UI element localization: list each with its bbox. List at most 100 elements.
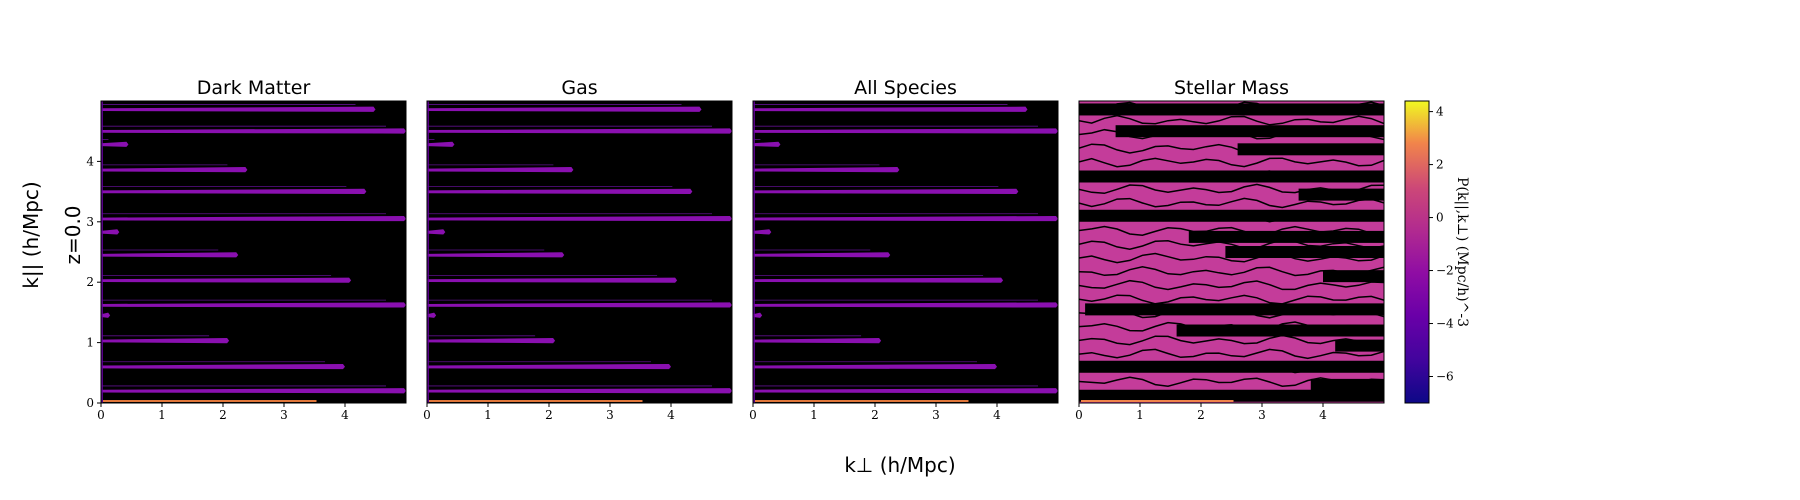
x-axis-label: k⊥ (h/Mpc) [844, 453, 955, 477]
panel-title: All Species [854, 77, 957, 99]
heatmap-streak [101, 229, 120, 235]
panel-title: Dark Matter [197, 77, 311, 99]
contour-band [1310, 378, 1384, 391]
colorbar: −6 −4 −2 0 2 4 P(k||,k⊥) (Mpc/h)^-3 [1404, 100, 1470, 404]
x-tick-label: 3 [932, 408, 940, 422]
heatmap-streak [427, 312, 437, 318]
y-tick-label: 2 [86, 275, 94, 289]
x-tick-label: 0 [423, 408, 431, 422]
heatmap-streak [427, 128, 732, 134]
heatmap-area [753, 101, 1058, 403]
heatmap-background [753, 101, 1058, 403]
heatmap-streak [427, 363, 671, 370]
heatmap-streak [753, 363, 997, 370]
heatmap-streak [101, 312, 111, 318]
heatmap-streak [753, 277, 1004, 283]
panel-frame [1078, 100, 1385, 404]
heatmap-streak [427, 388, 732, 394]
colorbar-tick-label: −4 [1436, 317, 1454, 331]
contour-line [1079, 334, 1384, 346]
panel-title: Gas [561, 77, 597, 99]
heatmap-streak [101, 215, 406, 222]
heatmap-streak [753, 167, 900, 173]
contour-band [1188, 230, 1384, 243]
colorbar-gradient [1404, 100, 1430, 404]
x-tick-label: 1 [1136, 408, 1144, 422]
contour-line [1079, 252, 1384, 264]
x-tick-label: 2 [1197, 408, 1205, 422]
heatmap-streak [101, 106, 376, 112]
heatmap-streak [753, 141, 781, 147]
heatmap-streak [753, 302, 1058, 308]
heatmap-streak [427, 229, 446, 235]
x-tick-label: 2 [219, 408, 227, 422]
contour-band [1079, 103, 1384, 116]
x-tick-label: 4 [993, 408, 1001, 422]
x-tick-label: 3 [606, 408, 614, 422]
heatmap-streak [753, 188, 1019, 194]
contour-line [1079, 128, 1384, 141]
heatmap-area [1079, 101, 1384, 403]
heatmap-edge [427, 101, 429, 403]
heatmap-streak [427, 337, 556, 344]
heatmap-streak [753, 388, 1058, 394]
heatmap-streak [101, 128, 406, 134]
contour-line [1079, 321, 1384, 332]
colorbar-tick-label: −2 [1436, 264, 1454, 278]
contour-line [1079, 183, 1384, 195]
contour-line [1079, 279, 1384, 291]
panel-3: All Species 0 1 2 3 4 [749, 77, 1059, 422]
colorbar-tick-label: 4 [1436, 105, 1444, 119]
heatmap-streak [427, 106, 702, 112]
heatmap-streak [101, 337, 230, 344]
contour-band [1079, 389, 1384, 402]
contour-line [1079, 362, 1384, 374]
panel-frame [426, 100, 733, 404]
panel-frame [100, 100, 407, 404]
heatmap-streak [427, 215, 732, 222]
heatmap-streak [753, 106, 1028, 112]
x-tick-label: 1 [484, 408, 492, 422]
contour-band [1079, 209, 1384, 222]
y-tick-label: 4 [86, 154, 94, 168]
heatmap-low-k-strip [755, 400, 969, 402]
x-tick-label: 2 [871, 408, 879, 422]
heatmap-streak [753, 215, 1058, 222]
heatmap-streak [427, 302, 732, 308]
x-tick-label: 1 [810, 408, 818, 422]
contour-line [1079, 266, 1384, 277]
contour-line [1079, 211, 1384, 223]
heatmap-streak [753, 229, 772, 235]
heatmap-area [101, 101, 406, 403]
contour-band [1079, 360, 1384, 373]
contour-line [1079, 157, 1384, 168]
panel-4: Stellar Mass 0 1 2 3 4 [1075, 77, 1385, 422]
x-tick-label: 0 [97, 408, 105, 422]
heatmap-streak [753, 337, 882, 344]
y-tick-label: 3 [86, 215, 94, 229]
heatmap-streak [101, 277, 352, 283]
contour-line [1079, 348, 1384, 360]
colorbar-tick-label: 0 [1436, 211, 1444, 225]
y-tick-label: 1 [86, 336, 94, 350]
contour-line [1079, 239, 1384, 250]
heatmap-background [427, 101, 732, 403]
contour-line [1079, 390, 1384, 402]
contour-band [1085, 303, 1384, 316]
contour-line [1079, 197, 1384, 209]
colorbar-tick-label: −6 [1436, 370, 1454, 384]
heatmap-low-k-strip [103, 400, 317, 402]
x-tick-label: 4 [667, 408, 675, 422]
x-tick-label: 0 [749, 408, 757, 422]
heatmap-streak [427, 277, 678, 283]
heatmap-streak [101, 188, 367, 194]
heatmap-streak [427, 167, 574, 173]
panel-1: Dark Matter 0 1 2 3 4 0 1 2 3 4 [86, 77, 407, 422]
contour-band [1176, 324, 1384, 337]
panel-2: Gas 0 1 2 3 4 [423, 77, 733, 422]
contour-line [1079, 225, 1384, 237]
heatmap-streak [753, 312, 763, 318]
heatmap-low-k-strip [1081, 400, 1234, 402]
x-tick-label: 2 [545, 408, 553, 422]
